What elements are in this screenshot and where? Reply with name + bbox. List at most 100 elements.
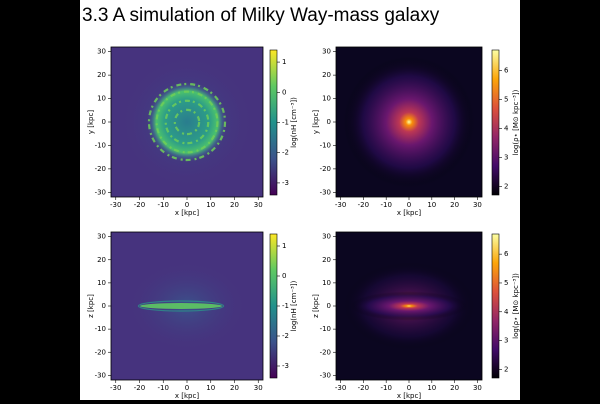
colorbar-tick-label: 1 [282,58,286,66]
x-tick-label: 20 [230,201,239,209]
spiral-arm [147,82,227,162]
colorbar-tick-label: -1 [282,302,289,310]
colorbar-tick-label: 3 [504,153,508,161]
y-tick-label: 30 [322,233,331,241]
y-tick-label: -20 [320,348,331,356]
x-tick-label: 30 [254,384,263,392]
gas-disk [145,80,229,164]
y-tick-label: -10 [95,325,106,333]
y-axis-label: z [kpc] [312,294,320,318]
y-tick-label: 20 [97,256,106,264]
spiral-arm [155,90,219,154]
x-tick-label: -10 [380,201,391,209]
y-tick-label: 20 [97,71,106,79]
x-tick-label: 0 [185,384,189,392]
x-tick-label: -20 [134,201,145,209]
stellar-density [343,56,475,188]
y-tick-label: 20 [322,71,331,79]
y-tick-label: -30 [320,188,331,196]
x-tick-label: -30 [335,201,346,209]
x-tick-label: -10 [158,384,169,392]
y-tick-label: -20 [95,165,106,173]
colorbar-tick-label: 2 [504,182,508,190]
y-tick-label: -30 [95,371,106,379]
stellar-density [350,291,468,321]
colorbar-tick-label: 3 [504,337,508,345]
colorbar-label: log(nH [cm⁻³]) [290,280,298,331]
colorbar-tick-label: 2 [504,365,508,373]
slide-title: 3.3 A simulation of Milky Way-mass galax… [82,5,440,26]
colorbar-tick-label: 0 [282,88,286,96]
colorbar-tick-label: 5 [504,279,508,287]
colorbar-tick-label: 4 [504,308,509,316]
colorbar [269,49,278,196]
x-tick-label: -30 [110,201,121,209]
gas-disk-edge [137,300,225,312]
y-tick-label: -30 [95,188,106,196]
colorbar-label: log(ρ⋆ [M⊙ kpc⁻³]) [512,89,520,155]
y-tick-label: 0 [327,302,331,310]
x-tick-label: 30 [254,201,263,209]
colorbar [491,233,500,379]
colorbar-tick-label: -3 [282,362,289,370]
colorbar-tick-label: 6 [504,250,509,258]
x-tick-label: 10 [206,201,215,209]
x-tick-label: -30 [110,384,121,392]
y-tick-label: 30 [97,233,106,241]
x-axis-label: x [kpc] [397,392,421,400]
x-tick-label: 30 [473,201,482,209]
x-axis-label: x [kpc] [397,209,421,217]
y-tick-label: 30 [97,48,106,56]
y-tick-label: 30 [322,48,331,56]
x-tick-label: 20 [230,384,239,392]
x-tick-label: -10 [158,201,169,209]
colorbar-tick-label: 6 [504,66,509,74]
colorbar-tick-label: -3 [282,179,289,187]
colorbar-tick-label: -2 [282,149,289,157]
y-tick-label: 10 [322,95,331,103]
y-tick-label: -20 [95,348,106,356]
x-tick-label: -30 [335,384,346,392]
y-tick-label: -30 [320,371,331,379]
y-tick-label: -10 [320,325,331,333]
x-tick-label: 10 [427,201,436,209]
y-tick-label: 0 [327,118,331,126]
colorbar [269,233,278,379]
x-tick-label: 0 [407,384,411,392]
colorbar-tick-label: -2 [282,332,289,340]
x-tick-label: 30 [473,384,482,392]
y-tick-label: 10 [97,95,106,103]
gas-disk [139,303,223,309]
y-tick-label: 20 [322,256,331,264]
x-axis-label: x [kpc] [175,392,199,400]
colorbar-label: log(nH [cm⁻³]) [290,97,298,148]
x-tick-label: -20 [358,201,369,209]
colorbar-tick-label: 5 [504,95,508,103]
colorbar [491,49,500,196]
x-tick-label: 20 [450,201,459,209]
y-tick-label: 0 [102,118,106,126]
x-tick-label: 0 [407,201,411,209]
colorbar-label: log(ρ⋆ [M⊙ kpc⁻³]) [512,273,520,339]
y-tick-label: -10 [95,141,106,149]
y-tick-label: 10 [322,279,331,287]
y-axis-label: y [kpc] [312,110,320,134]
x-tick-label: -10 [380,384,391,392]
y-tick-label: -10 [320,141,331,149]
y-tick-label: 0 [102,302,106,310]
colorbar-tick-label: -1 [282,119,289,127]
y-axis-label: z [kpc] [87,294,95,318]
spiral-arm [164,99,210,145]
x-tick-label: -20 [358,384,369,392]
spiral-arm [173,108,201,136]
x-tick-label: 0 [185,201,189,209]
y-tick-label: -20 [320,165,331,173]
y-tick-label: 10 [97,279,106,287]
colorbar-tick-label: 0 [282,272,286,280]
x-tick-label: 20 [450,384,459,392]
y-axis-label: y [kpc] [87,110,95,134]
x-tick-label: 10 [427,384,436,392]
colorbar-tick-label: 1 [282,242,286,250]
colorbar-tick-label: 4 [504,124,509,132]
